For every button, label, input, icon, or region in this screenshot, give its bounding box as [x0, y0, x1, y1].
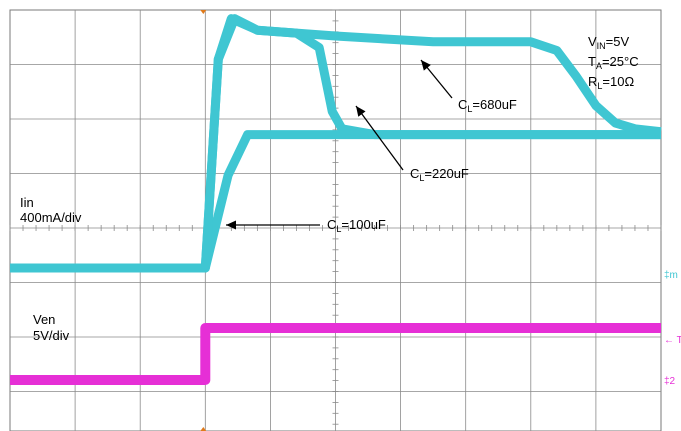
right-markers: ‡m ← T ‡2 — [664, 270, 681, 387]
condition-rl: RL=10Ω — [588, 74, 634, 91]
marker-top: ‡m — [664, 270, 678, 281]
condition-ta: TA=25°C — [588, 54, 639, 71]
ven-trace — [10, 323, 661, 385]
graticule — [9, 9, 662, 431]
arrow-cl-100uf-head — [226, 220, 236, 230]
iin-trace-cl680uf — [10, 14, 662, 273]
marker-bottom: ‡2 — [664, 376, 676, 387]
arrow-cl-220uf — [355, 105, 404, 171]
condition-vin: VIN=5V — [588, 34, 629, 51]
channel-iin-name: Iin — [20, 195, 34, 210]
marker-mid: ← T — [664, 335, 681, 346]
channel-ven-scale: 5V/div — [33, 328, 70, 343]
label-cl-220uf: CL=220uF — [410, 166, 469, 183]
arrow-cl-680uf-head — [421, 60, 431, 71]
channel-iin-scale: 400mA/div — [20, 210, 82, 225]
channel-ven-name: Ven — [33, 312, 55, 327]
trigger-marker-bottom — [200, 427, 207, 431]
arrow-cl-220uf-head — [356, 106, 366, 117]
trigger-marker-top — [200, 10, 207, 14]
label-cl-100uf: CL=100uF — [327, 217, 386, 234]
traces — [10, 14, 662, 385]
label-cl-680uf: CL=680uF — [458, 97, 517, 114]
